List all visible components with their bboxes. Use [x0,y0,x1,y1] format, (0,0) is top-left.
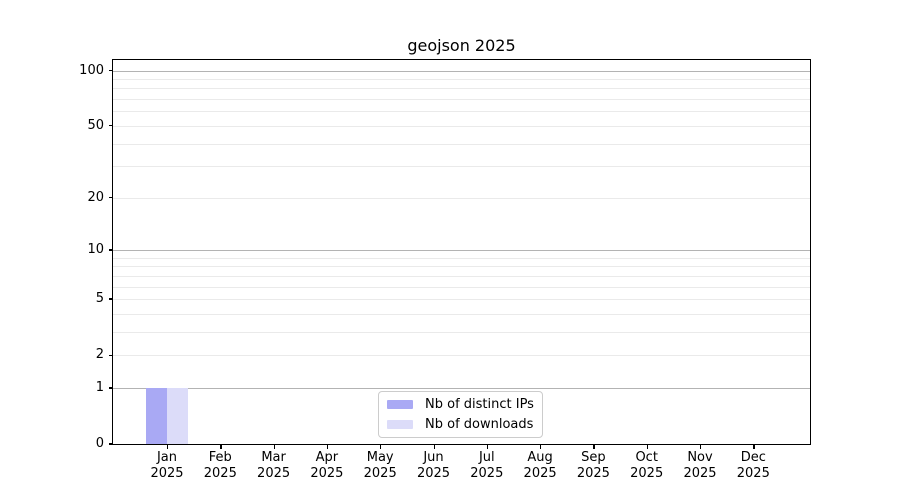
x-tick-label: Jul 2025 [455,450,519,481]
legend-swatch [387,419,413,429]
x-tick-mark [646,444,648,449]
x-tick-label: May 2025 [348,450,412,481]
x-tick-label: Dec 2025 [721,450,785,481]
x-tick-label: Nov 2025 [668,450,732,481]
x-tick-year: 2025 [683,465,717,481]
x-tick-mark [593,444,595,449]
x-tick-year: 2025 [416,465,451,481]
y-gridline-minor [113,275,810,277]
y-gridline-minor [113,355,810,357]
y-tick-mark [108,249,113,251]
x-tick-mark [167,444,169,449]
bar-nb-of-downloads-jan-2025 [167,387,189,444]
y-gridline-minor [113,313,810,315]
x-tick-year: 2025 [363,465,397,481]
x-tick-year: 2025 [736,465,770,481]
legend-item: Nb of downloads [387,415,534,435]
y-tick-mark [108,354,113,356]
x-tick-month: Jan [156,450,178,465]
x-tick-label: Oct 2025 [615,450,679,481]
x-tick-label: Apr 2025 [295,450,359,481]
x-tick-mark [753,444,755,449]
y-tick-label: 0 [95,436,104,451]
x-tick-label: Jan 2025 [135,450,199,481]
x-tick-mark [433,444,435,449]
x-tick-label: Aug 2025 [508,450,572,481]
x-tick-mark [220,444,222,449]
x-tick-month: Jun [423,450,444,465]
legend-swatch [387,400,413,410]
x-tick-month: Aug [527,450,553,465]
bar-nb-of-distinct-ips-jan-2025 [145,387,167,444]
x-tick-year: 2025 [257,465,291,481]
x-tick-year: 2025 [203,465,237,481]
y-tick-label: 1 [95,379,104,395]
y-gridline-minor [113,78,810,80]
x-tick-mark [486,444,489,449]
x-tick-year: 2025 [150,465,184,481]
y-tick-label: 20 [87,189,104,205]
x-tick-year: 2025 [523,465,557,481]
y-tick-mark [108,443,113,445]
plot-area [113,60,810,444]
x-tick-year: 2025 [470,465,504,481]
y-tick-label: 100 [79,62,104,78]
y-tick-mark [108,69,113,72]
x-tick-month: Nov [687,450,713,465]
y-gridline-minor [113,166,810,168]
x-tick-year: 2025 [310,465,344,481]
x-tick-month: Apr [315,450,339,465]
chart-title: geojson 2025 [407,36,516,55]
x-tick-year: 2025 [576,465,610,481]
y-gridline-minor [113,125,810,127]
y-gridline-minor [113,299,810,300]
x-tick-month: May [366,450,394,465]
y-gridline-major [113,70,810,72]
x-tick-month: Sep [581,450,606,465]
y-gridline-minor [113,266,810,268]
x-tick-month: Jul [478,450,495,465]
y-tick-mark [108,298,113,300]
x-tick-month: Feb [208,450,232,465]
x-tick-label: Mar 2025 [242,450,306,481]
y-gridline-minor [113,331,810,333]
y-gridline-minor [113,257,810,259]
x-tick-mark [380,444,382,449]
legend-item-label: Nb of downloads [425,416,534,432]
y-gridline-minor [113,286,810,288]
y-gridline-minor [113,143,810,145]
y-tick-mark [108,197,113,199]
y-gridline-minor [113,88,810,90]
y-gridline-major [113,249,810,251]
legend: Nb of distinct IPs Nb of downloads [378,391,543,438]
x-tick-mark [700,444,702,449]
y-gridline-minor [113,111,810,113]
x-tick-month: Dec [740,450,766,465]
y-tick-label: 10 [87,241,104,257]
x-tick-year: 2025 [630,465,664,481]
x-tick-label: Jun 2025 [402,450,466,481]
y-gridline-major [113,387,810,389]
x-tick-label: Feb 2025 [188,450,252,481]
x-tick-label: Sep 2025 [561,450,625,481]
legend-item-label: Nb of distinct IPs [425,397,534,413]
y-tick-mark [108,387,113,389]
x-tick-month: Oct [635,450,658,465]
x-tick-mark [540,444,542,449]
y-tick-label: 5 [95,291,104,306]
y-gridline-minor [113,197,810,199]
y-tick-label: 2 [95,347,104,363]
y-tick-mark [108,125,113,127]
x-tick-mark [273,444,275,449]
x-tick-month: Mar [261,450,286,465]
y-gridline-minor [113,99,810,100]
legend-item: Nb of distinct IPs [387,395,534,415]
y-tick-label: 50 [87,117,104,133]
x-tick-mark [326,444,329,449]
